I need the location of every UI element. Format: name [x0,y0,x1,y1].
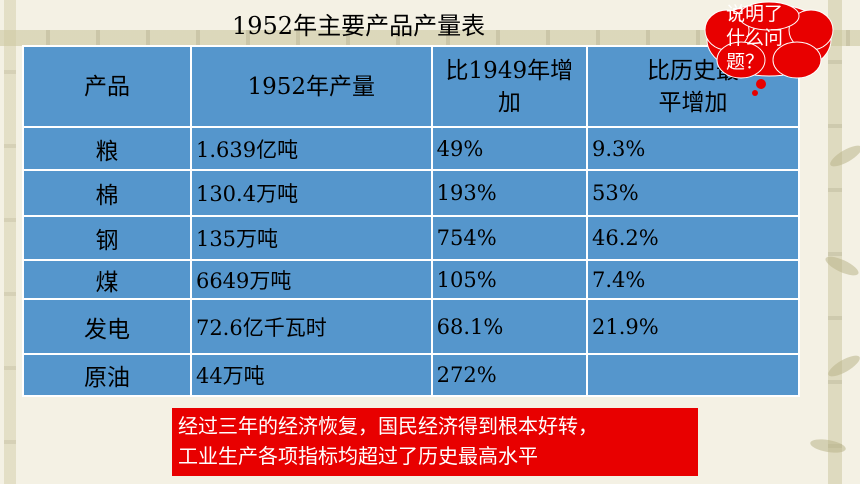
production-table: 产品 1952年产量 比1949年增 加 比历史最 平增加 粮 1.639亿吨 … [22,45,800,397]
header-vs-historic-line2: 平增加 [658,89,728,116]
thought-cloud-line: 什么问 [726,27,784,49]
cell-output: 72.6亿千瓦时 [189,298,433,355]
cell-product: 发电 [22,298,192,355]
table-row: 发电 72.6亿千瓦时 68.1% 21.9% [22,298,800,355]
page-title: 1952年主要产品产量表 [232,12,486,40]
cell-vs-historic: 9.3% [586,126,800,171]
header-vs-1949-line1: 比1949年增 [445,57,574,84]
cell-output: 130.4万吨 [189,169,433,217]
cell-vs-historic: 53% [586,169,800,217]
thought-cloud-line: 题？ [726,51,765,73]
cell-output: 6649万吨 [189,259,433,300]
table-row: 原油 44万吨 272% [22,353,800,397]
header-output-1952: 1952年产量 [189,45,433,128]
table-row: 钢 135万吨 754% 46.2% [22,215,800,261]
table-row: 棉 130.4万吨 193% 53% [22,169,800,217]
cell-vs-1949: 68.1% [430,298,589,355]
cell-product: 原油 [22,353,192,397]
summary-note-line: 工业生产各项指标均超过了历史最高水平 [178,444,538,468]
cell-product: 煤 [22,259,192,300]
cell-product: 棉 [22,169,192,217]
bamboo-border-top [0,30,860,46]
summary-note: 经过三年的经济恢复，国民经济得到根本好转， 工业生产各项指标均超过了历史最高水平 [172,408,698,476]
cell-vs-historic: 46.2% [586,215,800,261]
thought-cloud-shape [704,1,834,96]
table-header-row: 产品 1952年产量 比1949年增 加 比历史最 平增加 [22,45,800,128]
cell-output: 135万吨 [189,215,433,261]
bamboo-border-left [4,0,16,484]
cell-vs-1949: 105% [430,259,589,300]
cell-vs-1949: 272% [430,353,589,397]
cell-product: 钢 [22,215,192,261]
thought-cloud-text: 说明了 什么问 题？ [726,2,816,74]
table-row: 煤 6649万吨 105% 7.4% [22,259,800,300]
cell-vs-historic: 7.4% [586,259,800,300]
thought-cloud-line: 说明了 [726,3,784,25]
header-vs-1949-line2: 加 [497,89,521,116]
cell-vs-historic: 21.9% [586,298,800,355]
cell-vs-historic [586,353,800,397]
header-product: 产品 [22,45,192,128]
cell-product: 粮 [22,126,192,171]
cell-vs-1949: 193% [430,169,589,217]
cell-output: 1.639亿吨 [189,126,433,171]
cell-vs-1949: 754% [430,215,589,261]
header-vs-1949: 比1949年增 加 [430,45,589,128]
cell-vs-1949: 49% [430,126,589,171]
summary-note-line: 经过三年的经济恢复，国民经济得到根本好转， [178,414,598,438]
cell-output: 44万吨 [189,353,433,397]
table-row: 粮 1.639亿吨 49% 9.3% [22,126,800,171]
